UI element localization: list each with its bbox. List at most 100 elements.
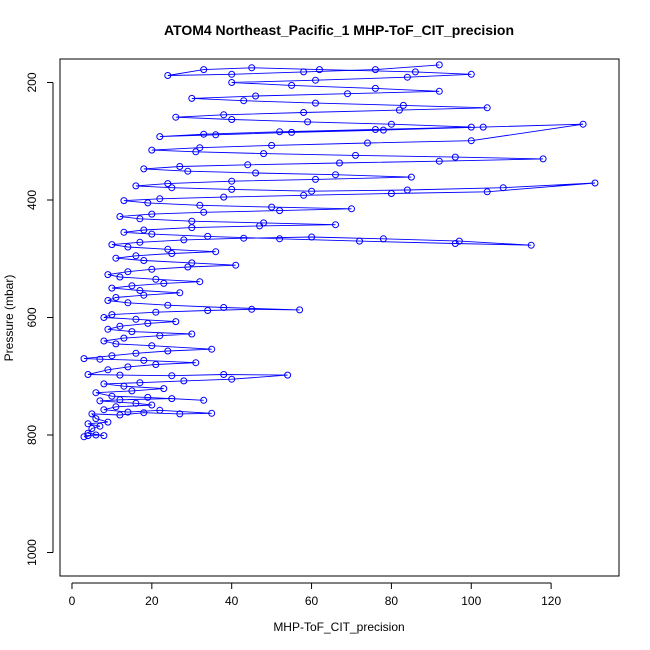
data-point <box>312 175 319 183</box>
x-tick-label: 80 <box>385 594 399 608</box>
data-point <box>152 308 160 316</box>
data-point <box>84 420 92 428</box>
data-point <box>364 139 371 147</box>
data-point <box>168 250 176 257</box>
y-tick-label: 200 <box>25 72 39 92</box>
data-point <box>160 385 168 393</box>
data-point <box>176 289 184 297</box>
data-point <box>196 144 204 152</box>
data-point <box>104 418 112 426</box>
data-point <box>276 128 284 136</box>
data-point <box>296 306 304 314</box>
data-point <box>140 291 148 299</box>
data-point <box>148 342 156 350</box>
data-point <box>208 409 216 417</box>
data-point <box>499 184 507 192</box>
data-point <box>312 76 319 84</box>
data-point <box>140 257 148 264</box>
data-point <box>435 87 443 95</box>
data-point <box>108 241 116 249</box>
data-point <box>228 70 236 78</box>
data-point <box>228 177 236 185</box>
data-point <box>148 401 156 409</box>
data-point <box>172 113 180 121</box>
data-point <box>184 167 192 175</box>
data-point <box>276 207 284 215</box>
data-point <box>92 431 100 439</box>
data-point <box>200 208 208 216</box>
data-point <box>140 165 148 173</box>
data-point <box>128 328 136 336</box>
data-point <box>180 236 188 244</box>
data-point <box>132 399 140 407</box>
data-point <box>204 232 212 240</box>
data-point <box>344 90 351 98</box>
data-point <box>164 347 172 355</box>
data-point <box>276 235 284 243</box>
data-point <box>116 322 124 330</box>
data-point <box>140 226 148 234</box>
data-point <box>200 396 208 404</box>
data-point <box>188 330 196 338</box>
data-point <box>220 304 228 311</box>
data-point <box>451 240 459 247</box>
data-point <box>132 252 140 260</box>
data-point <box>120 228 128 236</box>
y-tick-label: 400 <box>25 190 39 210</box>
data-point <box>124 243 132 251</box>
data-point <box>407 173 415 181</box>
data-point <box>140 356 148 364</box>
data-point <box>184 263 192 271</box>
data-point <box>176 410 184 418</box>
data-point <box>479 123 487 131</box>
data-point <box>300 109 308 116</box>
data-point <box>108 392 116 400</box>
data-point <box>136 215 144 223</box>
data-point <box>148 210 156 218</box>
data-point <box>152 275 160 283</box>
data-point <box>124 299 132 307</box>
data-point <box>112 254 120 262</box>
data-point <box>451 153 459 161</box>
data-point <box>132 315 140 323</box>
x-tick-label: 100 <box>461 594 481 608</box>
data-point <box>300 68 308 76</box>
y-axis: 200 400 600 800 1000 <box>25 72 54 566</box>
data-point <box>92 415 100 423</box>
data-point <box>332 171 339 179</box>
data-point <box>144 319 152 327</box>
data-point <box>168 184 176 192</box>
data-point <box>387 120 395 128</box>
data-point <box>88 425 96 432</box>
data-point <box>228 79 236 86</box>
data-point <box>220 193 228 201</box>
data-point <box>108 311 116 319</box>
data-point <box>348 205 355 213</box>
data-point <box>403 186 411 194</box>
data-point <box>164 180 172 188</box>
data-point <box>148 230 156 238</box>
data-point <box>268 203 276 211</box>
data-point <box>208 345 216 353</box>
data-point <box>148 146 156 154</box>
data-point <box>200 130 208 138</box>
plot-frame <box>59 58 620 577</box>
data-point <box>116 411 124 419</box>
data-point <box>332 221 339 229</box>
data-point <box>371 84 379 92</box>
data-point <box>220 371 228 378</box>
x-axis-label: MHP-ToF_CIT_precision <box>273 620 404 634</box>
data-point <box>188 217 196 225</box>
data-point <box>240 97 248 105</box>
data-point <box>100 337 108 345</box>
series-line <box>83 64 596 438</box>
data-point <box>176 163 184 170</box>
data-point <box>84 432 92 440</box>
x-tick-label: 60 <box>305 594 319 608</box>
data-point <box>152 361 160 368</box>
data-point <box>336 159 343 167</box>
data-point <box>124 268 132 276</box>
data-point <box>156 133 164 141</box>
y-tick-label: 1000 <box>25 539 39 566</box>
data-point <box>300 191 308 199</box>
